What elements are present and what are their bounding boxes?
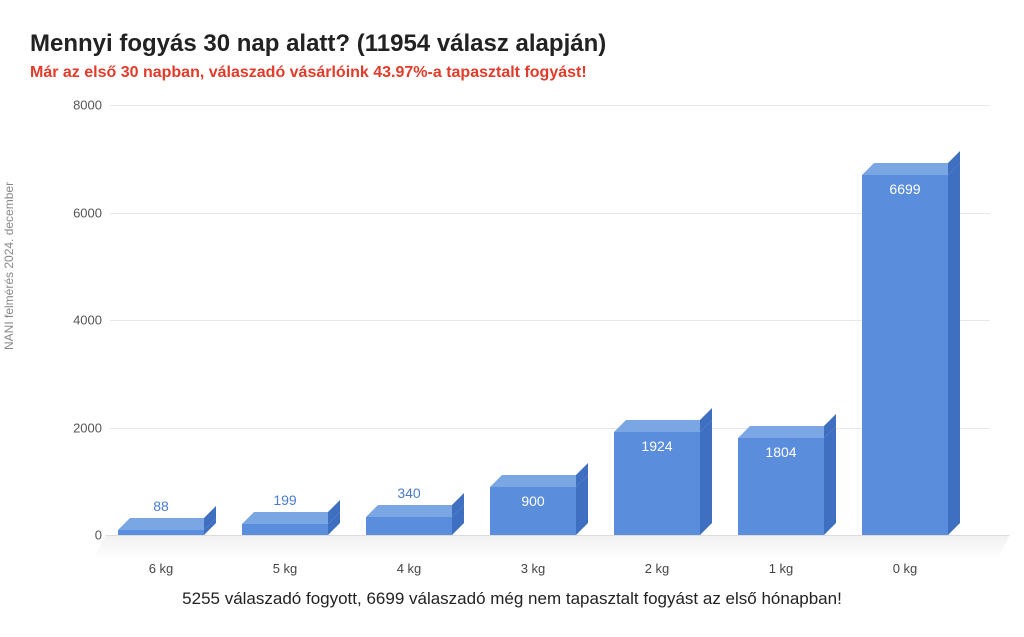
x-tick-label: 4 kg — [397, 561, 422, 576]
bar: 19242 kg — [614, 105, 700, 535]
bar-front — [366, 517, 452, 535]
bar-top — [242, 512, 340, 524]
bar-top — [366, 505, 464, 517]
bar-value-label: 900 — [521, 493, 544, 509]
bar: 1995 kg — [242, 105, 328, 535]
chart-title: Mennyi fogyás 30 nap alatt? (11954 válas… — [30, 30, 994, 58]
bar-top — [614, 420, 712, 432]
bar-side — [700, 420, 712, 535]
bar-value-label: 1924 — [641, 438, 672, 454]
bar: 886 kg — [118, 105, 204, 535]
x-tick-label: 5 kg — [273, 561, 298, 576]
x-tick-label: 2 kg — [645, 561, 670, 576]
bar-top — [490, 475, 588, 487]
bar-value-label: 1804 — [765, 444, 796, 460]
y-tick-label: 6000 — [60, 205, 110, 220]
bar: 9003 kg — [490, 105, 576, 535]
chart-floor — [93, 535, 1010, 559]
x-tick-label: 6 kg — [149, 561, 174, 576]
bar-front — [242, 524, 328, 535]
bar-value-label: 340 — [397, 485, 420, 501]
plot-area: 02000400060008000886 kg1995 kg3404 kg900… — [110, 105, 990, 535]
bar-value-label: 6699 — [889, 181, 920, 197]
bar-side — [824, 426, 836, 535]
bar-value-label: 199 — [273, 492, 296, 508]
bar-side — [948, 163, 960, 535]
chart-subtitle: Már az első 30 napban, válaszadó vásárló… — [30, 64, 994, 82]
bar-front — [118, 530, 204, 535]
bar: 18041 kg — [738, 105, 824, 535]
bar-front — [862, 175, 948, 535]
y-tick-label: 4000 — [60, 313, 110, 328]
x-tick-label: 1 kg — [769, 561, 794, 576]
bar-top — [862, 163, 960, 175]
bar-top — [118, 518, 216, 530]
bar-top — [738, 426, 836, 438]
bar: 3404 kg — [366, 105, 452, 535]
chart-area: 02000400060008000886 kg1995 kg3404 kg900… — [60, 95, 1000, 565]
x-tick-label: 0 kg — [893, 561, 918, 576]
y-tick-label: 8000 — [60, 98, 110, 113]
chart-footer: 5255 válaszadó fogyott, 6699 válaszadó m… — [0, 589, 1024, 609]
bar: 66990 kg — [862, 105, 948, 535]
y-tick-label: 2000 — [60, 420, 110, 435]
bar-value-label: 88 — [153, 498, 169, 514]
y-axis-side-label: NANI felmérés 2024. december — [2, 182, 16, 350]
x-tick-label: 3 kg — [521, 561, 546, 576]
chart-container: Mennyi fogyás 30 nap alatt? (11954 válas… — [0, 0, 1024, 637]
